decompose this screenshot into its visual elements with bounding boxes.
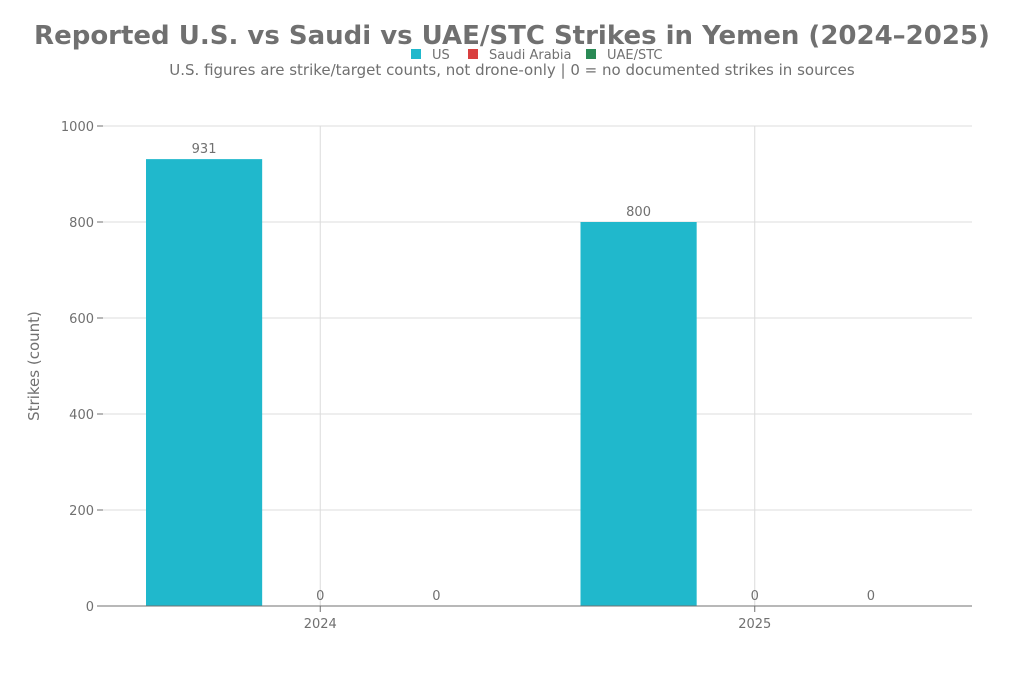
x-tick-label-0: 2024 — [304, 617, 337, 632]
bar-2025-0 — [580, 222, 697, 606]
legend-swatch-1 — [468, 49, 478, 59]
data-label-2024-2: 0 — [432, 589, 440, 604]
legend-label-0: US — [432, 48, 450, 63]
y-tick-label-4: 800 — [69, 216, 94, 231]
data-label-2025-2: 0 — [867, 589, 875, 604]
y-tick-label-3: 600 — [69, 312, 94, 327]
legend-label-2: UAE/STC — [607, 48, 663, 63]
x-axis-ticks: 2024 2025 — [304, 606, 771, 632]
legend-label-1: Saudi Arabia — [489, 48, 572, 63]
legend-swatch-0 — [411, 49, 421, 59]
bars — [146, 159, 697, 606]
data-label-2024-1: 0 — [316, 589, 324, 604]
y-tick-label-1: 200 — [69, 504, 94, 519]
y-tick-label-0: 0 — [86, 600, 94, 615]
y-tick-label-5: 1000 — [61, 120, 94, 135]
chart-title: Reported U.S. vs Saudi vs UAE/STC Strike… — [34, 21, 990, 51]
chart-subtitle: U.S. figures are strike/target counts, n… — [169, 61, 855, 79]
bar-2024-0 — [146, 159, 263, 606]
x-tick-label-1: 2025 — [738, 617, 771, 632]
y-tick-label-2: 400 — [69, 408, 94, 423]
data-labels: 931 0 0 800 0 0 — [192, 142, 875, 604]
legend: US Saudi Arabia UAE/STC — [411, 48, 663, 63]
data-label-2025-1: 0 — [751, 589, 759, 604]
legend-swatch-2 — [586, 49, 596, 59]
data-label-2024-0: 931 — [192, 142, 217, 157]
y-axis-label: Strikes (count) — [25, 311, 43, 421]
data-label-2025-0: 800 — [626, 205, 651, 220]
y-axis-ticks: 0 200 400 600 800 1000 — [61, 120, 103, 615]
